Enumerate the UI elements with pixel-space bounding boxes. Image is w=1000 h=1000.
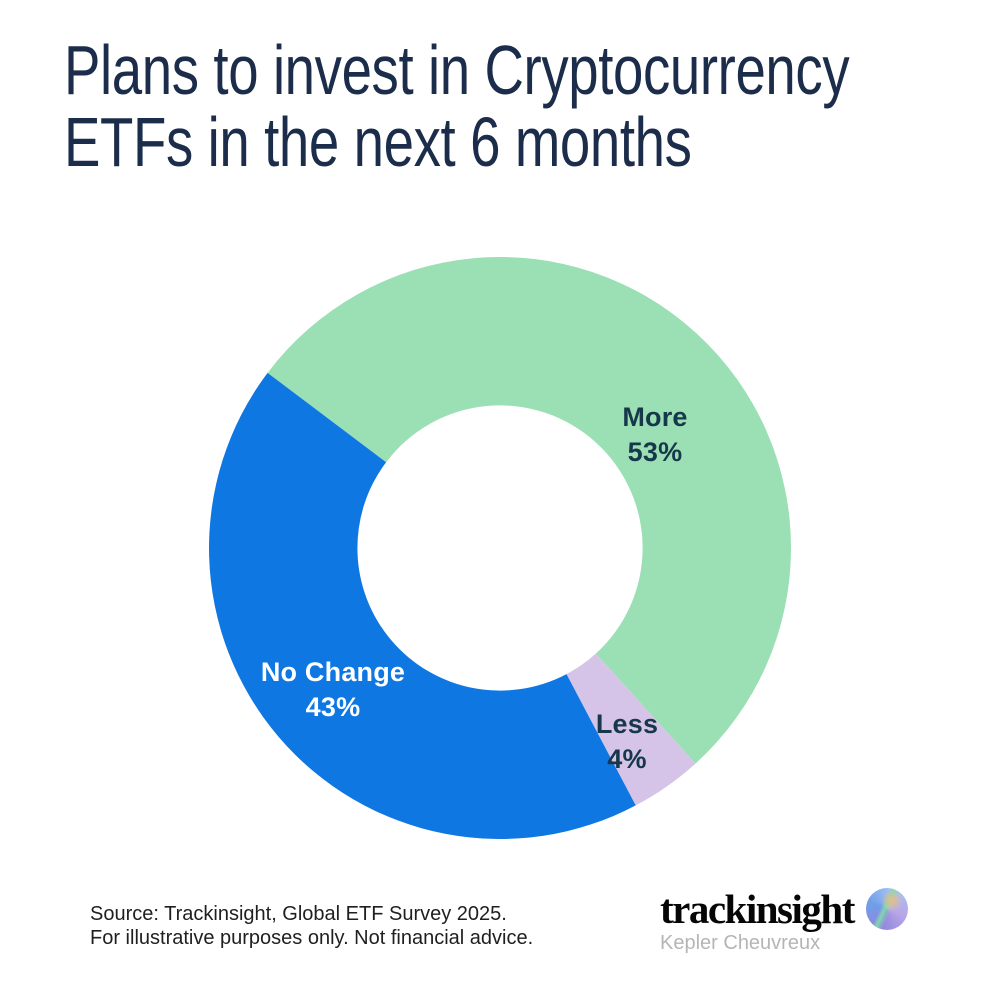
brand-block: trackinsight Kepler Cheuvreux (660, 888, 950, 954)
brand-logotype: trackinsight (660, 886, 855, 932)
source-line-1: Source: Trackinsight, Global ETF Survey … (90, 903, 507, 925)
source-note: Source: Trackinsight, Global ETF Survey … (90, 902, 533, 950)
gradient-globe-icon (865, 888, 908, 930)
segment-label-no-change: No Change 43% (260, 657, 406, 722)
segment-label-more: More 53% (622, 402, 688, 467)
segment-label-less: Less 4% (595, 709, 659, 774)
page-title-line-2: ETFs in the next 6 months (64, 103, 692, 181)
source-line-2: For illustrative purposes only. Not fina… (90, 927, 534, 949)
page-title: Plans to invest in Cryptocurrency ETFs i… (64, 31, 850, 181)
pie-segment-more (267, 256, 792, 764)
page-title-line-1: Plans to invest in Cryptocurrency (64, 31, 850, 109)
pie-segment-less (566, 653, 696, 806)
pie-segment-no-change (209, 372, 636, 839)
brand-subtitle: Kepler Cheuvreux (660, 932, 821, 954)
